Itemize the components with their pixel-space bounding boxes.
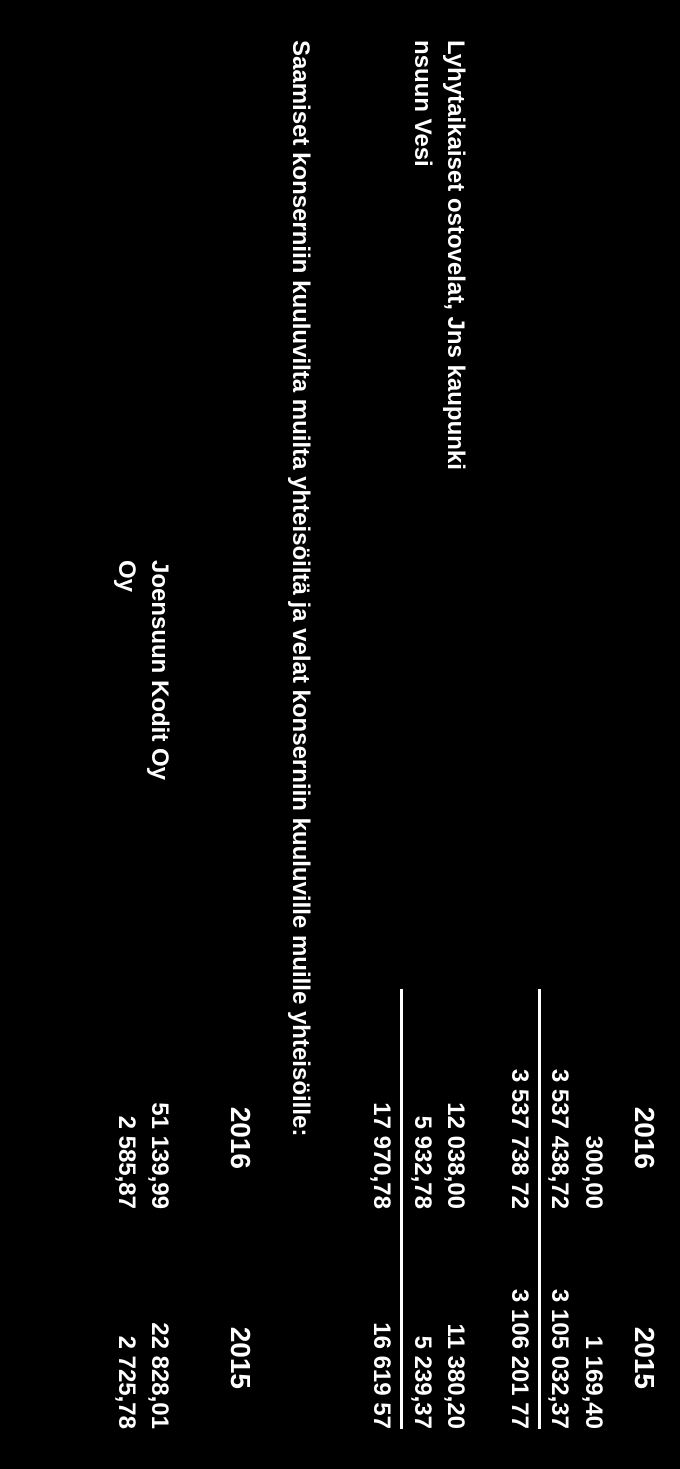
- block1-values: 300,00 3 537 438,72 3 537 738 72 1 169,4…: [502, 989, 610, 1429]
- company-col2-r2: 2 725,78: [109, 1209, 143, 1429]
- ostovelat-label: Lyhytaikaiset ostovelat, Jns kaupunki ns…: [405, 40, 472, 989]
- block1-col1-total: 3 537 738 72: [502, 989, 536, 1209]
- company-row: Joensuun Kodit Oy Oy 51 139,99 2 585,87 …: [109, 40, 176, 1429]
- year-col-2016: 2016: [628, 949, 660, 1169]
- company-col1: 51 139,99 2 585,87: [109, 989, 176, 1209]
- ostovelat-col2-total: 16 619 57: [364, 1209, 398, 1429]
- ostovelat-col1-r1: 12 038,00: [439, 989, 473, 1209]
- year-header-1: 2016 2015: [628, 40, 660, 1429]
- block1-col2: 1 169,40 3 105 032,37 3 106 201 77: [502, 1209, 610, 1429]
- company-col1-r2: 2 585,87: [109, 989, 143, 1209]
- year-header-2: 2016 2015: [224, 40, 256, 1429]
- ostovelat-row: Lyhytaikaiset ostovelat, Jns kaupunki ns…: [364, 40, 472, 1429]
- rotated-page: 2016 2015 300,00 3 537 438,72 3 537 738 …: [0, 0, 680, 1469]
- company-col2: 22 828,01 2 725,78: [109, 1209, 176, 1429]
- block1-rows: 300,00 3 537 438,72 3 537 738 72 1 169,4…: [502, 40, 610, 1429]
- block1-col1: 300,00 3 537 438,72 3 537 738 72: [502, 989, 610, 1209]
- company-values: 51 139,99 2 585,87 22 828,01 2 725,78: [109, 989, 176, 1429]
- ostovelat-col2: 11 380,20 5 239,37 16 619 57: [364, 1209, 472, 1429]
- block1-col1-r1: 300,00: [576, 989, 610, 1209]
- block1-col2-r2: 3 105 032,37: [538, 1209, 577, 1429]
- gap-2: [176, 40, 206, 1429]
- ostovelat-col1: 12 038,00 5 932,78 17 970,78: [364, 989, 472, 1209]
- ostovelat-col2-r1: 11 380,20: [439, 1209, 473, 1429]
- company-col2-r1: 22 828,01: [143, 1209, 177, 1429]
- company-label: Joensuun Kodit Oy Oy: [109, 40, 176, 989]
- block1-col2-r1: 1 169,40: [576, 1209, 610, 1429]
- block1-col2-total: 3 106 201 77: [502, 1209, 536, 1429]
- year-col-2015: 2015: [628, 1169, 660, 1389]
- company-col1-r1: 51 139,99: [143, 989, 177, 1209]
- ostovelat-col1-r2: 5 932,78: [400, 989, 439, 1209]
- ostovelat-col1-total: 17 970,78: [364, 989, 398, 1209]
- year2-col-2016: 2016: [224, 949, 256, 1169]
- ostovelat-col2-r2: 5 239,37: [400, 1209, 439, 1429]
- section2-title: Saamiset konserniin kuuluvilta muilta yh…: [286, 40, 314, 1429]
- block1-col1-r2: 3 537 438,72: [538, 989, 577, 1209]
- year2-col-2015: 2015: [224, 1169, 256, 1389]
- ostovelat-values: 12 038,00 5 932,78 17 970,78 11 380,20 5…: [364, 989, 472, 1429]
- gap-1: [472, 40, 502, 1429]
- content-area: 2016 2015 300,00 3 537 438,72 3 537 738 …: [0, 0, 680, 1469]
